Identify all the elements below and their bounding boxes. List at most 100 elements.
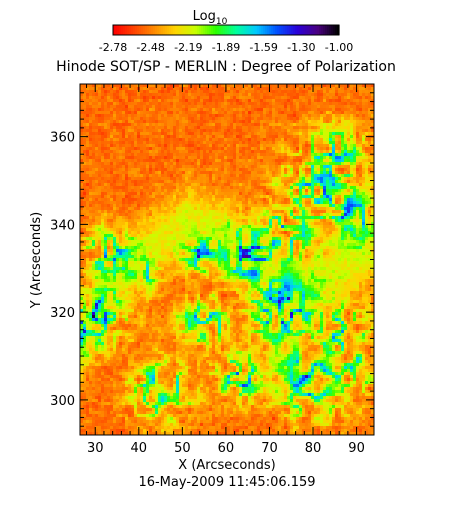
heatmap-cell <box>107 141 110 144</box>
heatmap-cell <box>371 156 374 159</box>
heatmap-cell <box>152 198 155 201</box>
heatmap-cell <box>176 144 179 147</box>
colorbar-swatch <box>151 25 154 35</box>
heatmap-cell <box>230 120 233 123</box>
heatmap-cell <box>149 123 152 126</box>
colorbar-swatch <box>279 25 282 35</box>
heatmap-cell <box>209 198 212 201</box>
heatmap-cell <box>203 102 206 105</box>
heatmap-cell <box>113 87 116 90</box>
heatmap-cell <box>221 204 224 207</box>
heatmap-cell <box>230 108 233 111</box>
heatmap-cell <box>308 213 311 216</box>
heatmap-cell <box>359 168 362 171</box>
heatmap-cell <box>329 213 332 216</box>
heatmap-cell <box>212 135 215 138</box>
heatmap-cell <box>128 114 131 117</box>
colorbar-frame <box>112 24 340 36</box>
heatmap-cell <box>284 84 287 87</box>
heatmap-cell <box>308 195 311 198</box>
heatmap-cell <box>185 180 188 183</box>
colorbar-swatch <box>175 25 178 35</box>
heatmap-cell <box>182 174 185 177</box>
heatmap-cell <box>233 180 236 183</box>
heatmap-cell <box>296 180 299 183</box>
heatmap-cell <box>221 108 224 111</box>
heatmap-cell <box>107 174 110 177</box>
heatmap-cell <box>101 165 104 168</box>
heatmap-cell <box>332 108 335 111</box>
heatmap-cell <box>299 114 302 117</box>
heatmap-cell <box>305 147 308 150</box>
heatmap-cell <box>155 162 158 165</box>
heatmap-cell <box>80 219 83 222</box>
heatmap-cell <box>278 198 281 201</box>
heatmap-cell <box>365 162 368 165</box>
heatmap-cell <box>218 129 221 132</box>
heatmap-cell <box>221 192 224 195</box>
heatmap-cell <box>83 174 86 177</box>
heatmap-cell <box>203 135 206 138</box>
heatmap-cell <box>323 87 326 90</box>
heatmap-cell <box>239 159 242 162</box>
heatmap-cell <box>131 138 134 141</box>
heatmap-cell <box>335 207 338 210</box>
heatmap-cell <box>332 111 335 114</box>
heatmap-cell <box>236 168 239 171</box>
heatmap-cell <box>302 153 305 156</box>
heatmap-cell <box>161 90 164 93</box>
heatmap-cell <box>110 207 113 210</box>
heatmap-cell <box>215 228 218 231</box>
heatmap-cell <box>137 126 140 129</box>
heatmap-cell <box>368 159 371 162</box>
heatmap-cell <box>257 156 260 159</box>
heatmap-cell <box>86 174 89 177</box>
colorbar-swatch <box>321 25 324 35</box>
heatmap-cell <box>113 192 116 195</box>
heatmap-cell <box>356 219 359 222</box>
heatmap-cell <box>260 156 263 159</box>
heatmap-cell <box>101 213 104 216</box>
heatmap-cell <box>170 180 173 183</box>
heatmap-cell <box>272 108 275 111</box>
heatmap-cell <box>158 177 161 180</box>
heatmap-cell <box>176 183 179 186</box>
heatmap-cell <box>113 201 116 204</box>
heatmap-cell <box>161 222 164 225</box>
heatmap-cell <box>215 156 218 159</box>
heatmap-cell <box>299 117 302 120</box>
heatmap-cell <box>305 120 308 123</box>
heatmap-cell <box>188 87 191 90</box>
heatmap-cell <box>353 93 356 96</box>
heatmap-cell <box>113 171 116 174</box>
heatmap-cell <box>284 201 287 204</box>
heatmap-cell <box>140 156 143 159</box>
heatmap-cell <box>101 156 104 159</box>
heatmap-cell <box>140 162 143 165</box>
heatmap-cell <box>125 219 128 222</box>
heatmap-cell <box>230 96 233 99</box>
heatmap-cell <box>95 120 98 123</box>
heatmap-cell <box>230 177 233 180</box>
heatmap-cell <box>269 219 272 222</box>
heatmap-cell <box>287 180 290 183</box>
heatmap-cell <box>146 150 149 153</box>
heatmap-cell <box>338 156 341 159</box>
heatmap-cell <box>323 129 326 132</box>
heatmap-cell <box>194 159 197 162</box>
heatmap-cell <box>305 93 308 96</box>
heatmap-cell <box>335 90 338 93</box>
heatmap-cell <box>257 117 260 120</box>
heatmap-cell <box>266 183 269 186</box>
heatmap-cell <box>104 114 107 117</box>
heatmap-cell <box>194 207 197 210</box>
heatmap-cell <box>227 201 230 204</box>
heatmap-cell <box>257 138 260 141</box>
heatmap-cell <box>200 87 203 90</box>
heatmap-cell <box>311 168 314 171</box>
heatmap-cell <box>140 189 143 192</box>
heatmap-cell <box>299 132 302 135</box>
heatmap-cell <box>179 198 182 201</box>
heatmap-cell <box>323 162 326 165</box>
heatmap-cell <box>326 183 329 186</box>
